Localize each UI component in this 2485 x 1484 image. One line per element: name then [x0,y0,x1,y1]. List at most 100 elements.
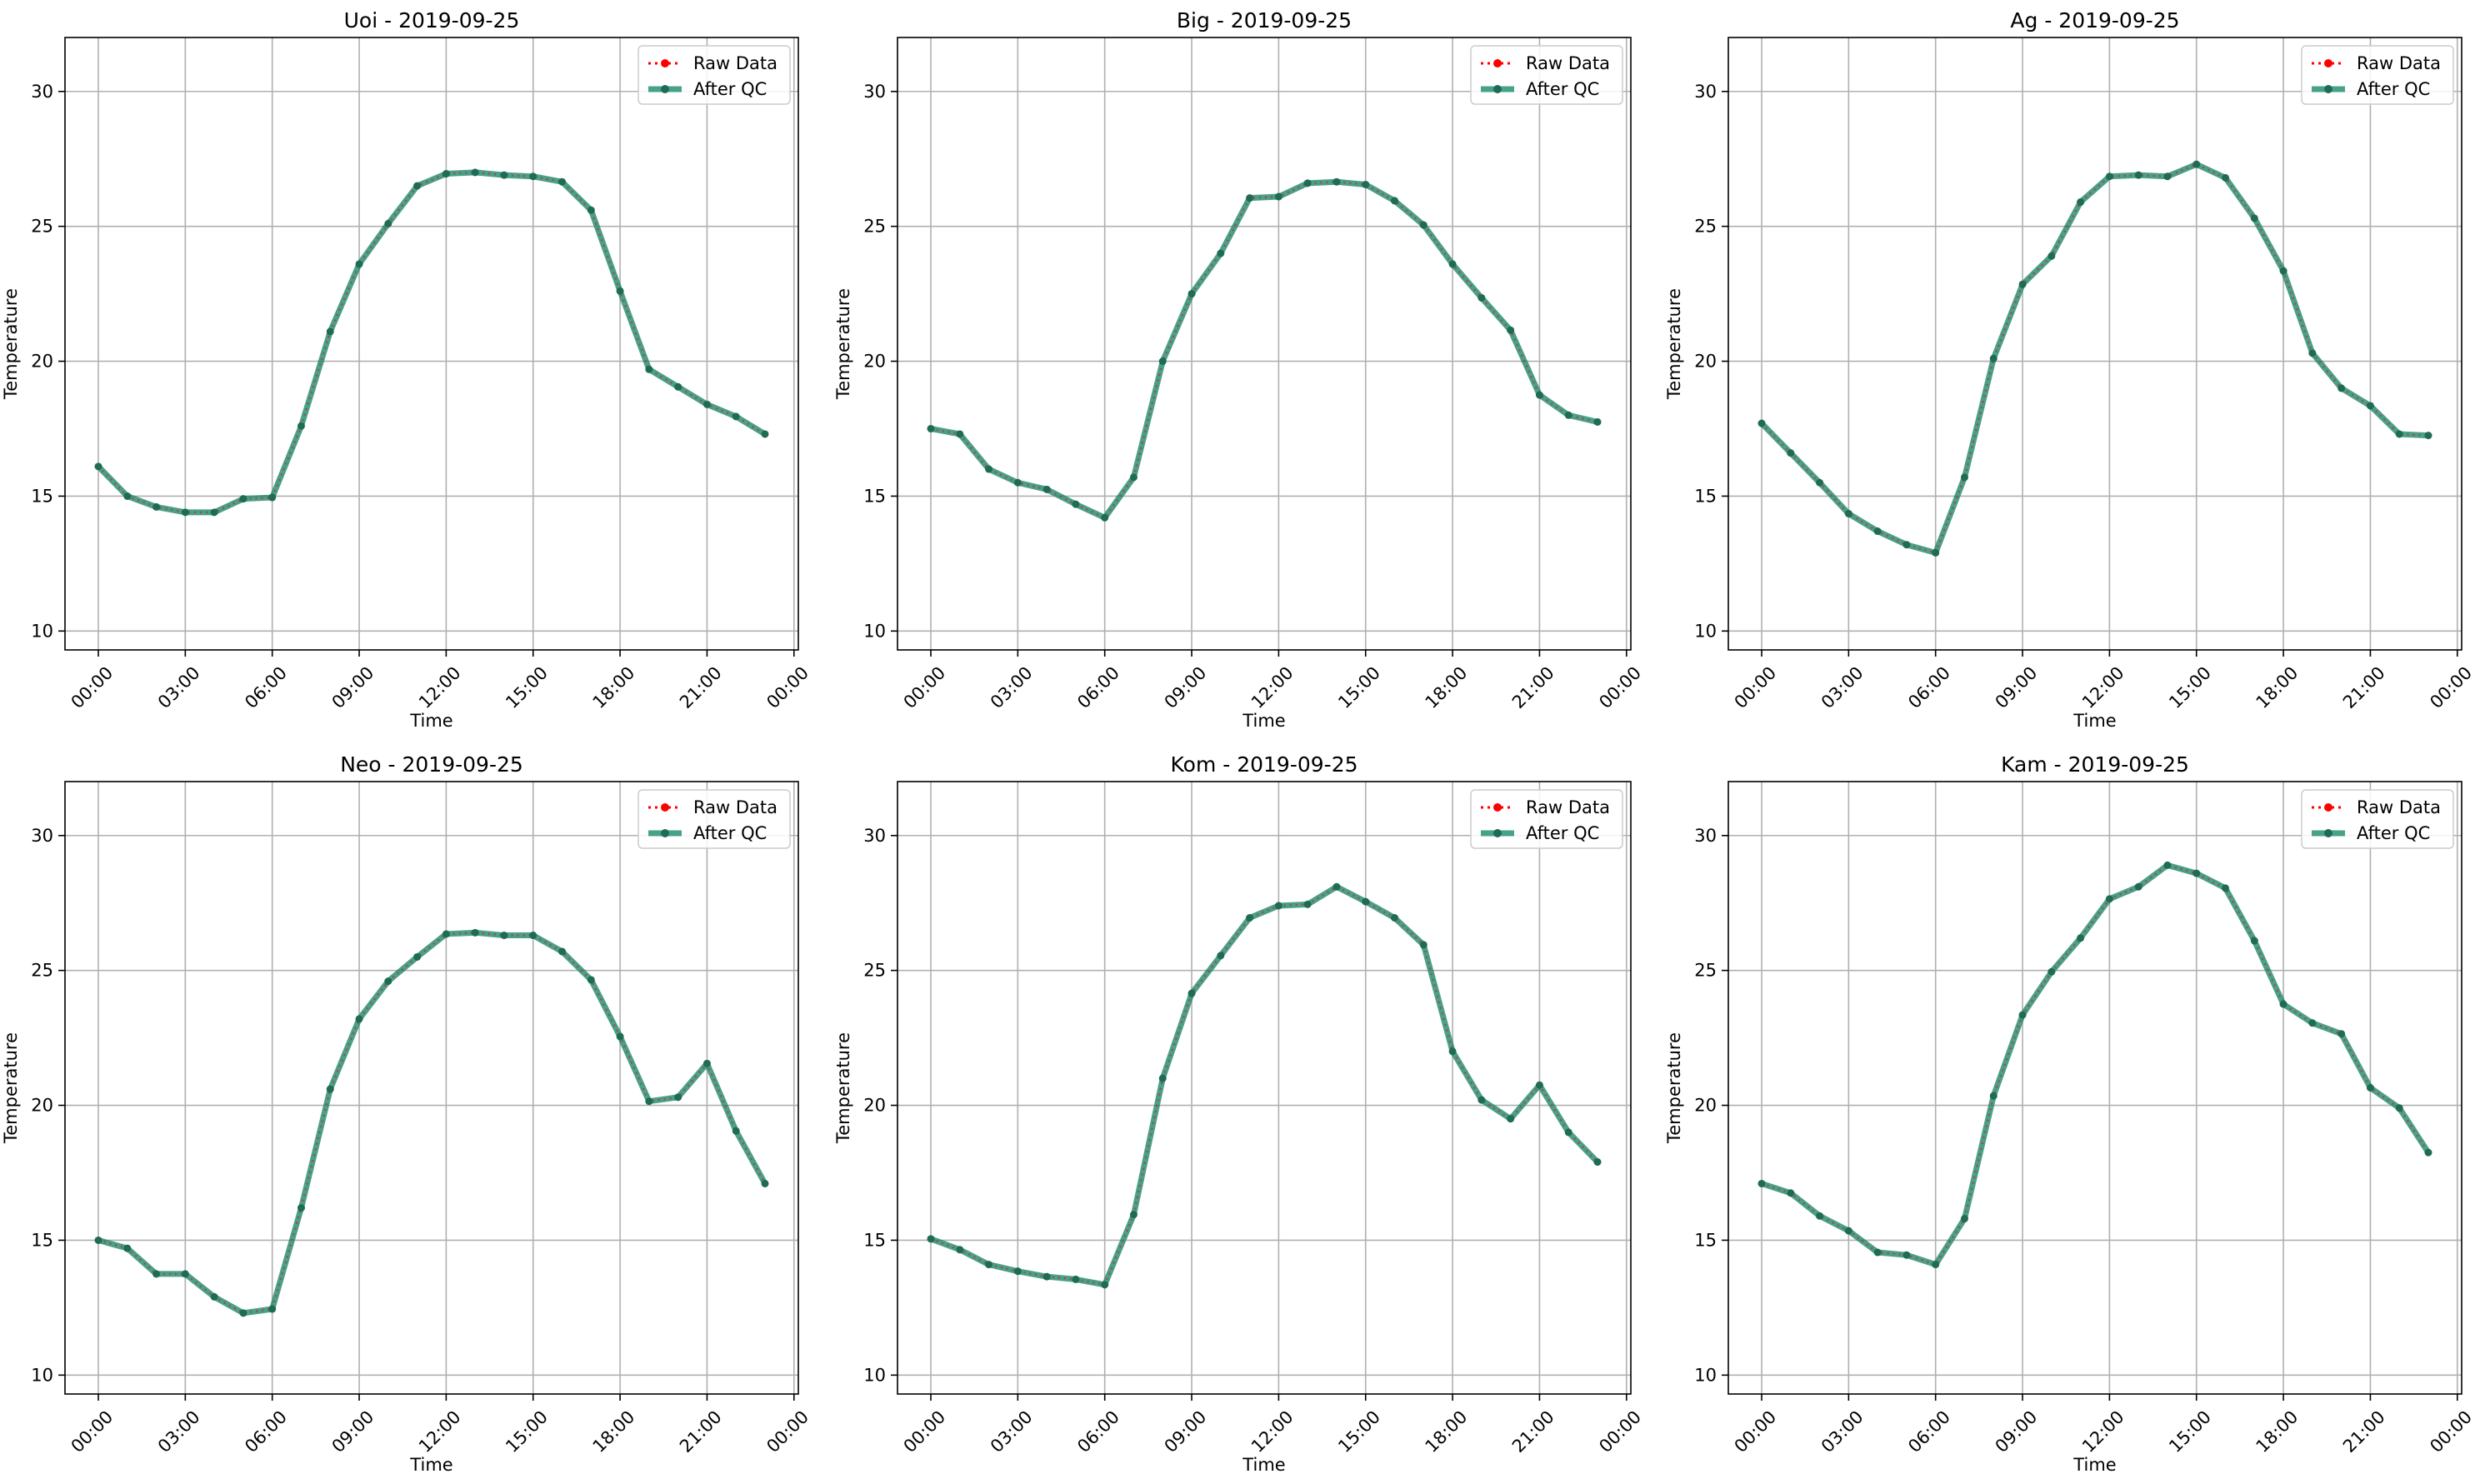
axes-frame [1728,781,2462,1395]
axes-frame [897,781,1632,1395]
qc-point [1989,354,1998,362]
qc-point [500,171,508,179]
qc-point [471,928,479,937]
legend-qc-marker [661,85,669,93]
legend-raw-label: Raw Data [2357,53,2441,73]
x-tick-label: 15:00 [502,662,552,712]
axes-frame [897,37,1632,651]
qc-point [1072,500,1080,508]
qc-point [1362,897,1370,906]
y-tick-label: 25 [31,961,53,981]
legend-qc-marker [2324,829,2332,837]
qc-point [1332,882,1341,891]
legend: Raw Data After QC [638,45,791,105]
x-tick-label: 21:00 [676,662,726,712]
x-tick-label: 18:00 [589,662,639,712]
qc-point [1362,180,1370,188]
x-tick-label: 21:00 [2339,662,2389,712]
qc-point [1391,914,1399,922]
subplot-1: 10 15 20 25 30 00:00 03:00 06:00 09:00 12:00 15:00… [833,8,1645,731]
y-tick-label: 30 [1694,826,1717,846]
x-tick-label: 18:00 [2252,1407,2302,1457]
qc-point [94,462,102,471]
y-axis-label: Temperature [1664,288,1684,400]
subplot-title: Uoi - 2019-09-25 [344,8,520,32]
qc-point [1042,485,1051,493]
qc-point [2395,1104,2403,1112]
qc-point [1217,249,1225,257]
series-raw-line [1761,162,2429,554]
y-tick-label: 20 [1694,352,1717,372]
legend-raw-label: Raw Data [1526,53,1610,73]
x-tick-label: 21:00 [1508,662,1558,712]
qc-point [1932,1261,1940,1269]
legend-raw-label: Raw Data [2357,797,2441,817]
y-tick-label: 20 [31,352,53,372]
qc-point [1042,1272,1051,1281]
qc-point [123,1244,132,1252]
subplot-2: 10 15 20 25 30 00:00 03:00 06:00 09:00 12:00 15:00… [1664,8,2476,731]
x-tick-label: 09:00 [328,662,378,712]
series-after-qc-line [928,178,1601,521]
qc-point [2366,402,2374,410]
y-axis-label: Temperature [833,1032,853,1144]
qc-point [1989,1092,1998,1100]
qc-point [326,327,334,336]
legend-qc-label: After QC [1526,79,1599,99]
qc-point [1391,197,1399,205]
x-tick-label: 21:00 [1508,1407,1558,1457]
y-tick-label: 25 [863,961,886,981]
y-tick-label: 15 [1694,486,1717,506]
x-tick-label: 00:00 [1731,1407,1781,1457]
qc-point [2279,267,2288,275]
axes-frame [1728,37,2462,651]
qc-point [2192,869,2201,877]
qc-point [1332,177,1341,186]
qc-point [927,1235,935,1243]
qc-point [1932,548,1940,557]
y-tick-label: 20 [31,1096,53,1116]
legend-qc-marker [661,829,669,837]
qc-point [587,976,595,984]
qc-point [2424,1148,2432,1157]
qc-point [1816,478,1824,487]
x-tick-label: 15:00 [2165,662,2215,712]
qc-point [500,932,508,940]
qc-point [384,977,392,986]
qc-point [529,172,538,181]
x-tick-label: 00:00 [1595,1407,1645,1457]
qc-point [355,260,363,268]
qc-point [1902,541,1911,549]
subplot-title: Neo - 2019-09-25 [340,752,523,777]
x-tick-label: 12:00 [1248,1407,1298,1457]
qc-point [1303,179,1312,187]
y-tick-label: 25 [1694,961,1717,981]
qc-point [587,206,595,214]
x-axis-label: Time [409,711,452,731]
qc-point [1101,513,1109,522]
qc-point [732,412,740,421]
qc-point [2338,1030,2346,1038]
qc-point [2134,171,2142,179]
qc-point [2222,173,2230,182]
x-tick-label: 18:00 [1422,662,1472,712]
qc-point [1902,1251,1911,1259]
qc-point [2250,214,2258,222]
legend-qc-marker [1493,85,1502,93]
y-tick-label: 10 [863,621,886,641]
qc-point [1217,952,1225,960]
x-axis-label: Time [1242,711,1285,731]
y-tick-label: 15 [1694,1230,1717,1250]
x-tick-label: 12:00 [1248,662,1298,712]
x-tick-label: 12:00 [415,662,465,712]
qc-point [1419,221,1428,229]
qc-point [2018,280,2027,288]
y-tick-label: 10 [863,1365,886,1385]
y-tick-label: 30 [1694,82,1717,102]
qc-point [471,168,479,177]
x-tick-label: 12:00 [2078,1407,2128,1457]
x-tick-label: 06:00 [1904,1407,1954,1457]
qc-point [1593,417,1602,426]
legend-qc-marker [2324,85,2332,93]
